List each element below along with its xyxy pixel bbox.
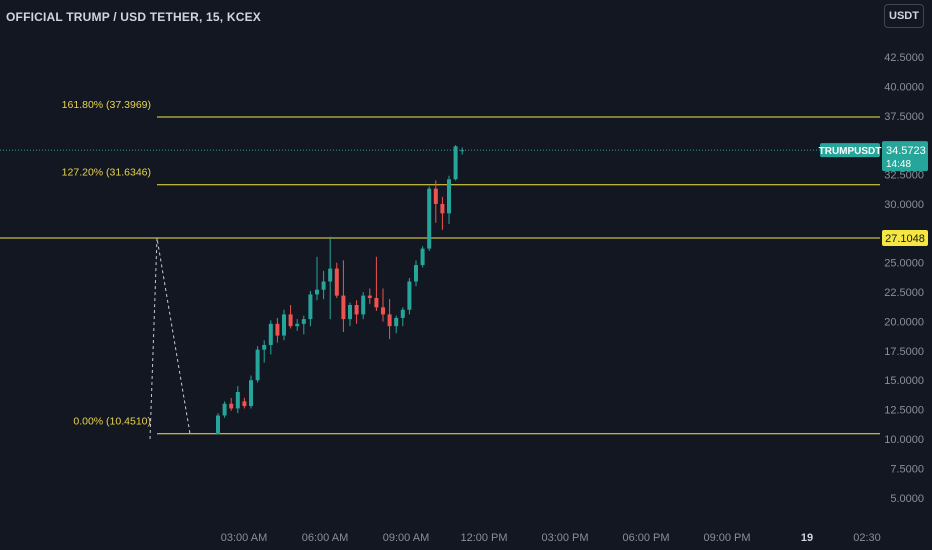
- candle-body: [387, 314, 392, 327]
- fib-lines-group: 161.80% (37.3969) 127.20% (31.6346) 0.00% …: [0, 99, 880, 435]
- fib-drawing-path: [149, 237, 191, 440]
- candle-body: [440, 203, 445, 214]
- price-tick-label: 20.0000: [884, 316, 924, 328]
- candle-body: [354, 305, 359, 315]
- drawing-group: [149, 237, 191, 440]
- time-tick-label: 06:00 AM: [302, 532, 348, 544]
- time-tick-label: 03:00 PM: [541, 532, 588, 544]
- price-tick-label: 15.0000: [884, 375, 924, 387]
- candle-body: [348, 305, 352, 320]
- candles-group: [216, 145, 465, 435]
- price-tick-label: 17.5000: [884, 346, 924, 358]
- price-tick-label: 30.0000: [884, 199, 924, 211]
- candle-body: [308, 294, 313, 320]
- price-tick-label: 40.0000: [884, 81, 924, 93]
- candle-body: [275, 323, 280, 336]
- fib-level-label: 0.00% (10.4510): [73, 416, 151, 428]
- price-tick-label: 10.0000: [884, 434, 924, 446]
- candle-body: [453, 146, 458, 180]
- candle-body: [341, 295, 346, 320]
- price-badges: TRUMPUSDT 34.5723 14:48 27.1048: [819, 141, 928, 246]
- candle-body: [255, 349, 260, 381]
- last-price-badge: [882, 141, 928, 172]
- candle-body: [282, 314, 286, 336]
- level-price-value: 27.1048: [885, 233, 925, 245]
- candle-body: [222, 403, 227, 416]
- price-tick-label: 12.5000: [884, 405, 924, 417]
- candle-body: [334, 268, 339, 296]
- candle-body: [216, 415, 220, 435]
- candle-body: [460, 150, 465, 152]
- symbol-badge: [820, 143, 880, 158]
- candle-body: [361, 295, 366, 315]
- candle-body: [381, 307, 385, 315]
- candle-body: [295, 323, 300, 327]
- candle-body: [447, 179, 451, 214]
- candle-body: [433, 188, 438, 204]
- candle-body: [315, 289, 319, 295]
- candle-body: [242, 401, 247, 407]
- candle-body: [367, 295, 372, 298]
- symbol-badge-label: TRUMPUSDT: [819, 146, 882, 157]
- level-price-badge: [882, 229, 928, 246]
- fib-level-label: 161.80% (37.3969): [62, 99, 151, 111]
- time-tick-label: 09:00 AM: [383, 532, 429, 544]
- candle-body: [262, 344, 267, 350]
- time-axis[interactable]: 03:00 AM 06:00 AM 09:00 AM 12:00 PM 03:00 PM…: [221, 532, 881, 544]
- fib-level-label: 127.20% (31.6346): [62, 167, 151, 179]
- candle-body: [321, 281, 326, 290]
- candle-body: [301, 319, 306, 324]
- currency-button[interactable]: USDT: [884, 4, 924, 28]
- price-tick-label: 22.5000: [884, 287, 924, 299]
- price-tick-label: 7.5000: [890, 463, 924, 475]
- time-tick-label: 06:00 PM: [622, 532, 669, 544]
- time-tick-label: 12:00 PM: [460, 532, 507, 544]
- candle-body: [229, 403, 234, 409]
- bar-countdown: 14:48: [886, 159, 911, 170]
- time-tick-label: 19: [801, 532, 813, 544]
- price-axis[interactable]: 42.500040.000037.500035.000032.500030.00…: [884, 52, 924, 505]
- candle-body: [400, 309, 405, 318]
- price-tick-label: 25.0000: [884, 258, 924, 270]
- chart-title: OFFICIAL TRUMP / USD TETHER, 15, KCEX: [6, 10, 261, 24]
- time-tick-label: 03:00 AM: [221, 532, 267, 544]
- time-tick-label: 09:00 PM: [703, 532, 750, 544]
- price-tick-label: 42.5000: [884, 52, 924, 64]
- candle-body: [407, 281, 412, 310]
- candle-body: [394, 317, 399, 327]
- last-price-value: 34.5723: [886, 145, 926, 157]
- candle-body: [328, 268, 333, 282]
- candle-body: [427, 188, 432, 249]
- price-tick-label: 32.5000: [884, 170, 924, 182]
- candle-body: [235, 391, 240, 409]
- candle-body: [268, 323, 273, 345]
- candle-body: [288, 314, 293, 327]
- candle-body: [249, 380, 253, 407]
- time-tick-label: 02:30: [853, 532, 881, 544]
- candle-body: [414, 265, 418, 282]
- candle-body: [374, 297, 379, 308]
- candle-body: [420, 248, 425, 266]
- price-tick-label: 37.5000: [884, 111, 924, 123]
- price-tick-label: 5.0000: [890, 493, 924, 505]
